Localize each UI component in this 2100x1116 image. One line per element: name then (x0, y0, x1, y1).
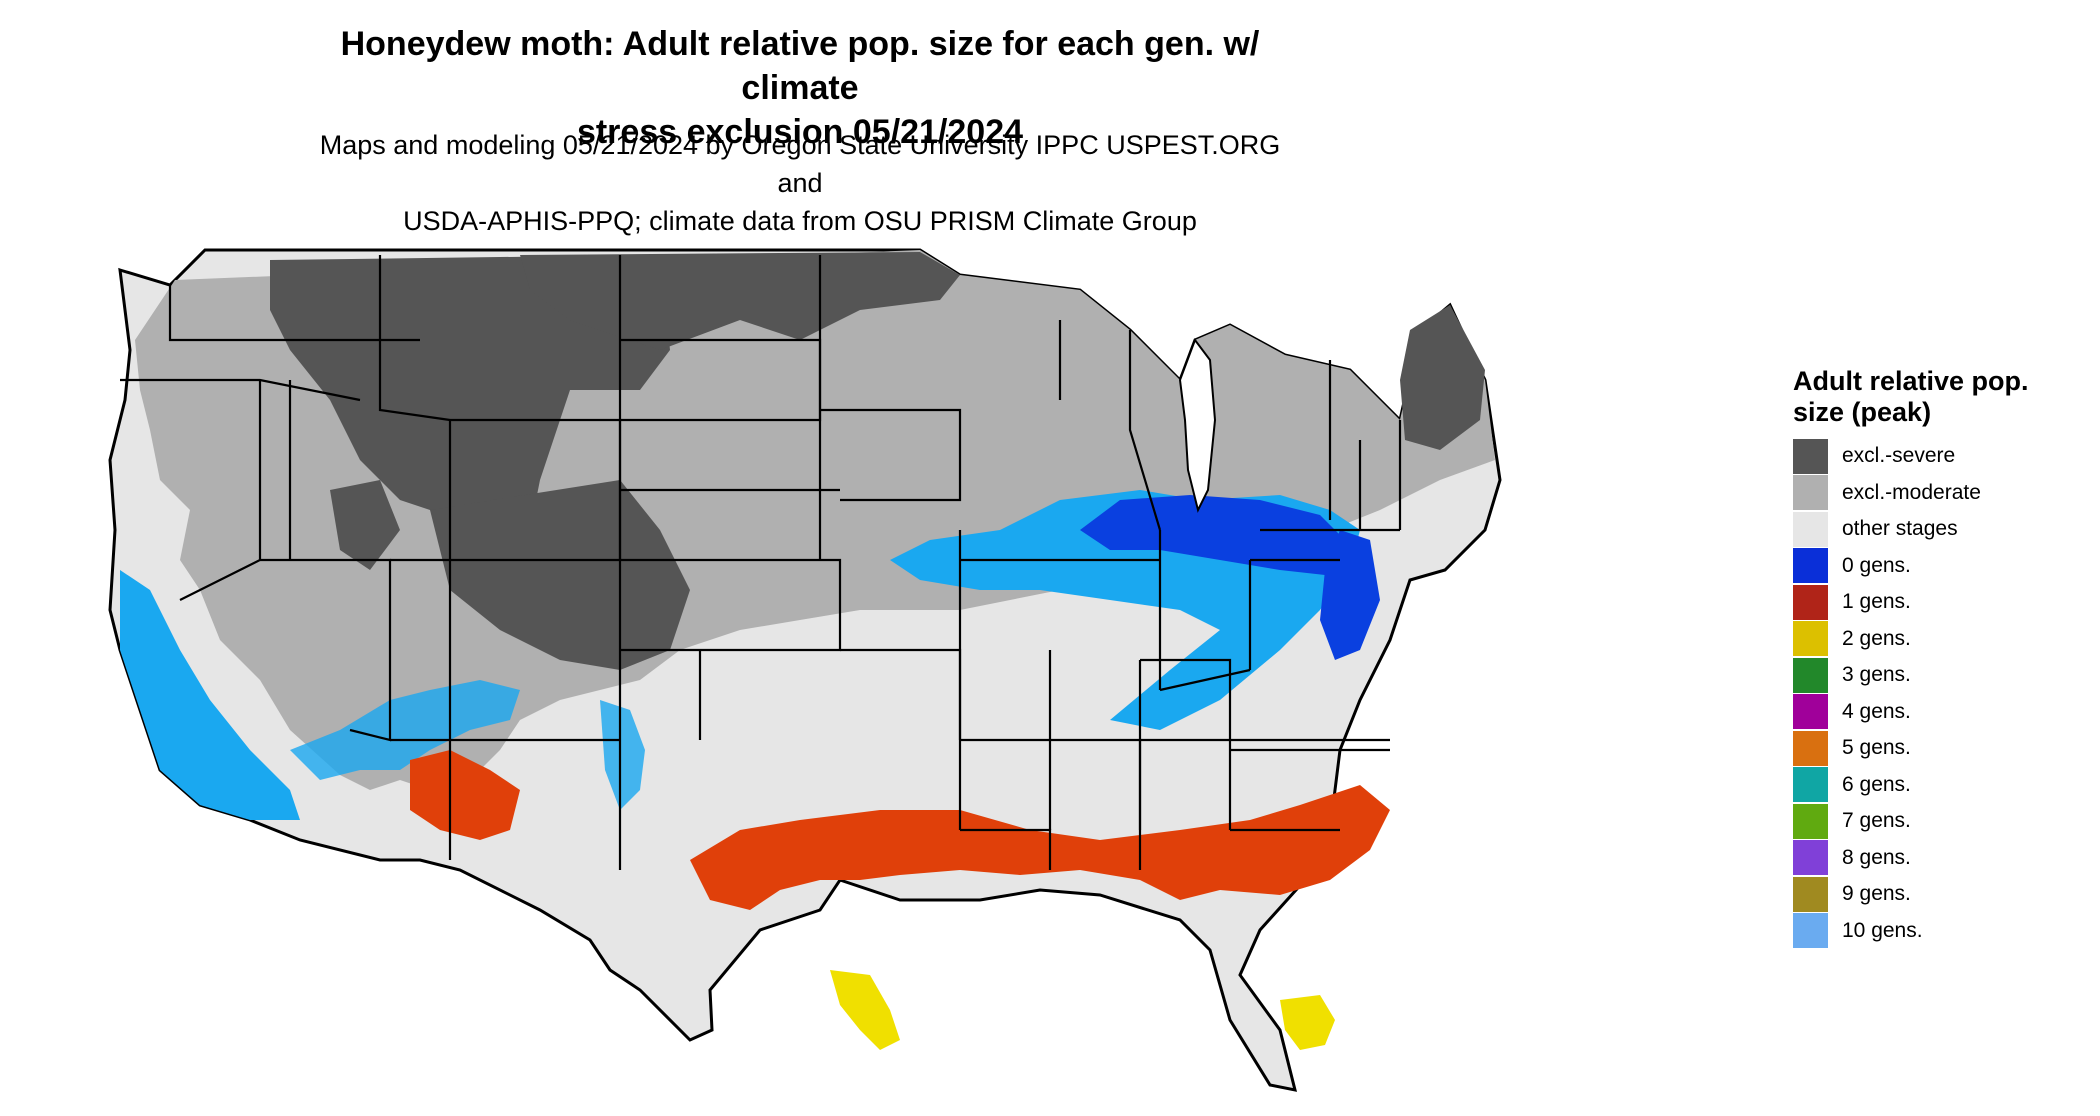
legend-label: other stages (1842, 517, 1958, 541)
region-red-gulf (690, 785, 1390, 910)
legend-item-other-stages: other stages (1793, 511, 2083, 548)
legend-item-excl-severe: excl.-severe (1793, 438, 2083, 475)
region-blue-dark-midatlantic (1320, 530, 1380, 660)
region-yellow-texas (830, 970, 900, 1050)
legend-label: 5 gens. (1842, 736, 1911, 760)
legend-item-9-gens: 9 gens. (1793, 876, 2083, 913)
subtitle-line-1: Maps and modeling 05/21/2024 by Oregon S… (319, 130, 1281, 198)
region-red-arizona (410, 750, 520, 840)
legend-label: 0 gens. (1842, 553, 1911, 577)
legend-label: 7 gens. (1842, 809, 1911, 833)
legend-item-7-gens: 7 gens. (1793, 803, 2083, 840)
legend-item-1-gens: 1 gens. (1793, 584, 2083, 621)
region-excl-severe-northplains (520, 252, 960, 350)
legend-item-4-gens: 4 gens. (1793, 694, 2083, 731)
lake-michigan (1178, 337, 1217, 513)
legend-item-excl-moderate: excl.-moderate (1793, 475, 2083, 512)
region-blue-newmexico (600, 700, 645, 810)
legend-item-2-gens: 2 gens. (1793, 621, 2083, 658)
legend-label: 3 gens. (1842, 663, 1911, 687)
legend-swatch (1793, 840, 1828, 876)
legend-label: excl.-severe (1842, 444, 1956, 468)
legend-label: 6 gens. (1842, 772, 1911, 796)
legend-label: 9 gens. (1842, 882, 1911, 906)
legend-swatch (1793, 475, 1828, 511)
legend: Adult relative pop. size (peak) excl.-se… (1793, 366, 2083, 949)
legend-item-10-gens: 10 gens. (1793, 913, 2083, 950)
legend-item-6-gens: 6 gens. (1793, 767, 2083, 804)
legend-item-8-gens: 8 gens. (1793, 840, 2083, 877)
legend-label: 10 gens. (1842, 918, 1923, 942)
state-borders (120, 255, 1402, 870)
map-title: Honeydew moth: Adult relative pop. size … (300, 22, 1300, 154)
legend-swatch (1793, 438, 1828, 474)
region-excl-severe-colorado (430, 480, 690, 670)
region-blue-southwest (290, 680, 520, 780)
legend-item-5-gens: 5 gens. (1793, 730, 2083, 767)
legend-label: 8 gens. (1842, 845, 1911, 869)
map-subtitle: Maps and modeling 05/21/2024 by Oregon S… (300, 126, 1300, 240)
title-line-1: Honeydew moth: Adult relative pop. size … (340, 25, 1260, 107)
region-excl-severe-rockies (270, 255, 670, 560)
legend-label: 4 gens. (1842, 699, 1911, 723)
legend-title: Adult relative pop. size (peak) (1793, 366, 2029, 427)
region-blue-dark-ohio (1080, 495, 1345, 575)
legend-items: excl.-severe excl.-moderate other stages… (1793, 438, 2083, 949)
subtitle-line-2: USDA-APHIS-PPQ; climate data from OSU PR… (403, 206, 1197, 236)
legend-swatch (1793, 876, 1828, 912)
legend-swatch (1793, 730, 1828, 766)
region-excl-severe-maine (1400, 305, 1485, 450)
legend-swatch (1793, 694, 1828, 730)
legend-swatch (1793, 548, 1828, 584)
title-line-2: stress exclusion 05/21/2024 (576, 113, 1024, 151)
legend-swatch (1793, 511, 1828, 547)
legend-label: 1 gens. (1842, 590, 1911, 614)
region-excl-severe-idaho (330, 480, 400, 570)
legend-swatch (1793, 657, 1828, 693)
legend-swatch (1793, 584, 1828, 620)
region-blue-california (120, 570, 300, 820)
legend-swatch (1793, 913, 1828, 949)
legend-swatch (1793, 803, 1828, 839)
legend-label: excl.-moderate (1842, 480, 1981, 504)
region-yellow-florida (1280, 995, 1335, 1050)
us-map (108, 248, 1502, 1092)
legend-item-3-gens: 3 gens. (1793, 657, 2083, 694)
legend-swatch (1793, 767, 1828, 803)
legend-swatch (1793, 621, 1828, 657)
legend-item-0-gens: 0 gens. (1793, 548, 2083, 585)
legend-label: 2 gens. (1842, 626, 1911, 650)
